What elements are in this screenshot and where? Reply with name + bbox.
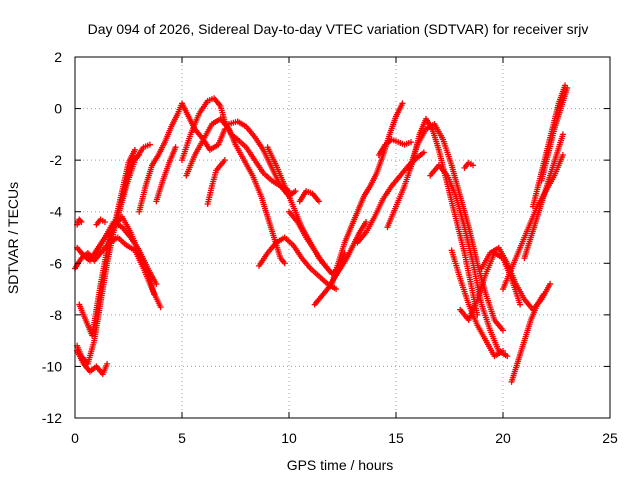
series-track-16 <box>264 144 348 277</box>
x-tick-label: 0 <box>71 430 79 446</box>
data-point <box>101 219 108 226</box>
x-tick-label: 10 <box>281 430 297 446</box>
series-track-19 <box>296 188 322 205</box>
tick-marks <box>74 56 611 419</box>
data-point <box>136 151 143 158</box>
y-tick-label: -10 <box>42 358 62 374</box>
data-point <box>78 219 85 226</box>
x-tick-labels: 0 5 10 15 20 25 <box>71 430 618 446</box>
series-track-11 <box>153 144 179 205</box>
data-point <box>500 347 506 354</box>
data-point <box>172 144 179 151</box>
data-point <box>131 146 138 153</box>
series-track-3 <box>74 347 111 378</box>
data-point <box>333 286 340 293</box>
plot-frame <box>74 56 611 419</box>
series-track-9 <box>74 216 85 228</box>
series-track-13 <box>183 115 288 267</box>
data-point <box>292 188 299 195</box>
series-track-32 <box>500 151 566 293</box>
y-tick-label: -2 <box>50 152 63 168</box>
series-track-20 <box>311 219 370 308</box>
data-point <box>559 131 566 138</box>
chart-title: Day 094 of 2026, Sidereal Day-to-day VTE… <box>88 21 589 37</box>
series-track-33 <box>521 131 566 262</box>
series-track-31 <box>508 291 547 385</box>
data-point <box>77 217 84 224</box>
data-point <box>500 327 506 334</box>
series-track-4 <box>74 151 143 367</box>
series-track-23 <box>375 136 414 158</box>
series-track-26 <box>427 162 511 360</box>
y-tick-labels: -12 -10 -8 -6 -4 -2 0 2 <box>42 49 62 426</box>
y-tick-label: -12 <box>42 410 62 426</box>
data-point <box>315 198 322 205</box>
x-tick-label: 5 <box>178 430 186 446</box>
data-point <box>151 291 158 298</box>
series-track-21 <box>328 100 406 287</box>
data-point <box>153 280 160 287</box>
x-tick-label: 25 <box>602 430 618 446</box>
data-point <box>470 162 477 169</box>
x-tick-label: 20 <box>495 430 511 446</box>
series-track-35 <box>538 84 571 184</box>
data-point <box>363 219 370 226</box>
data-point <box>564 84 571 91</box>
series-track-7 <box>106 146 138 246</box>
y-tick-label: -8 <box>50 307 63 323</box>
series-track-17 <box>256 234 340 293</box>
y-tick-label: 2 <box>54 49 62 65</box>
y-tick-label: 0 <box>54 101 62 117</box>
data-points <box>72 82 571 385</box>
data-point <box>559 151 566 158</box>
data-point <box>399 100 406 107</box>
data-point <box>517 301 524 308</box>
data-point <box>540 291 547 298</box>
y-tick-label: -4 <box>50 204 63 220</box>
data-point <box>504 353 511 360</box>
data-point <box>146 141 153 148</box>
series-track-30 <box>478 244 554 313</box>
y-tick-label: -6 <box>50 255 63 271</box>
series-track-18 <box>286 208 335 277</box>
data-point <box>281 260 288 267</box>
data-point <box>157 304 164 311</box>
x-axis-label: GPS time / hours <box>287 457 394 473</box>
data-point <box>547 280 554 287</box>
y-axis-label: SDTVAR / TECUs <box>5 182 21 294</box>
data-point <box>221 157 228 164</box>
data-point <box>104 360 111 367</box>
data-point <box>407 139 414 146</box>
series-track-28 <box>461 159 477 171</box>
series-track-14 <box>204 157 228 207</box>
data-point <box>420 149 427 156</box>
x-tick-label: 15 <box>388 430 404 446</box>
series-track-8 <box>93 216 108 228</box>
